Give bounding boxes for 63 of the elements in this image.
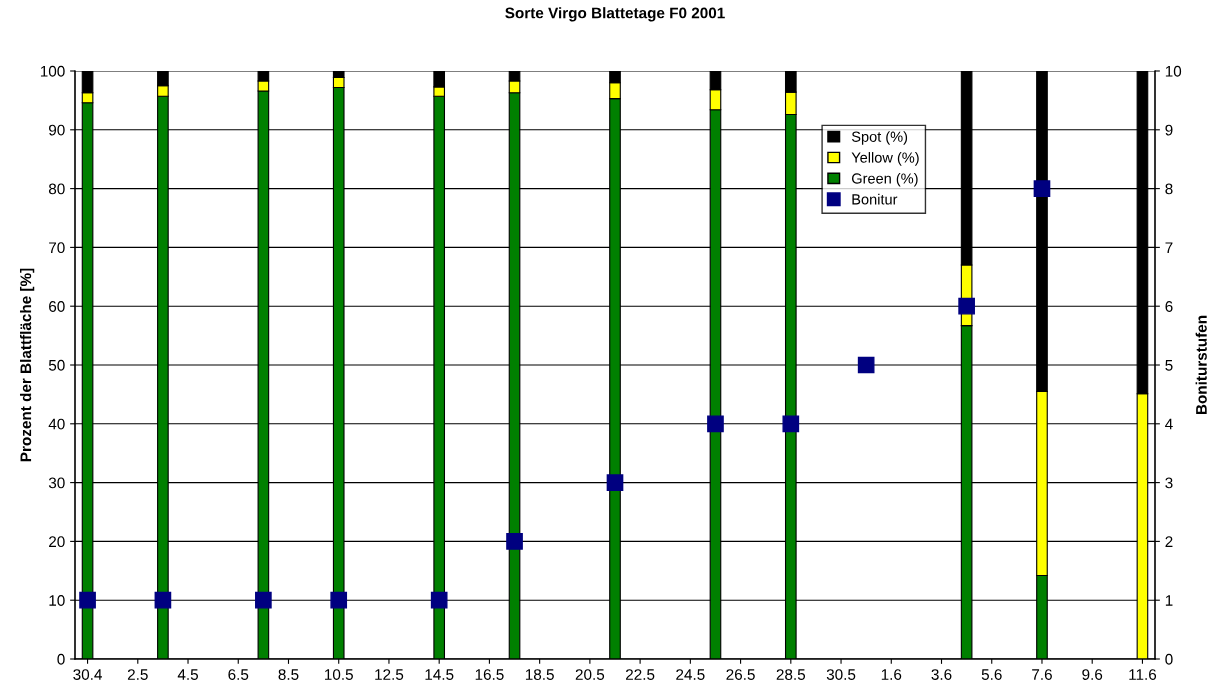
point	[606, 474, 624, 491]
x-tick-label: 7.6	[1032, 669, 1052, 680]
y-tick-label: 30	[48, 477, 65, 489]
x-tick-label: 11.6	[1129, 669, 1157, 680]
point	[782, 415, 800, 433]
y2-axis-title: Boniturstufen	[1195, 315, 1207, 415]
point	[958, 297, 975, 315]
x-tick-label: 30.5	[826, 669, 856, 680]
legend-label: Green (%)	[851, 172, 918, 187]
y-tick-label: 10	[49, 595, 65, 606]
y-tick-label: 50	[48, 359, 65, 371]
legend-label: Spot (%)	[851, 131, 908, 145]
point	[255, 591, 272, 609]
x-tick-label: 28.5	[776, 669, 806, 680]
y-axis-title: Prozent der Blattfläche [%]	[19, 268, 35, 462]
point	[430, 591, 448, 609]
x-tick-label: 26.5	[726, 669, 755, 680]
y-tick-label: 60	[49, 301, 65, 312]
x-tick-label: 9.6	[1082, 669, 1103, 680]
point	[506, 533, 523, 550]
y2-tick-label: 4	[1165, 418, 1173, 430]
y-tick-label: 90	[49, 124, 65, 136]
y2-tick-label: 2	[1165, 536, 1173, 547]
point	[154, 591, 172, 609]
y2-tick-label: 8	[1165, 183, 1173, 195]
legend-label: Bonitur	[852, 193, 898, 205]
x-tick-label: 20.5	[575, 669, 605, 680]
x-tick-label: 16.5	[475, 669, 504, 680]
x-tick-label: 1.6	[881, 669, 902, 680]
y2-tick-label: 6	[1165, 301, 1173, 312]
x-tick-label: 3.6	[931, 669, 952, 680]
y2-tick-label: 1	[1165, 595, 1173, 606]
x-tick-label: 12.5	[375, 669, 404, 680]
x-tick-label: 24.5	[676, 669, 705, 680]
x-tick-label: 10.5	[325, 669, 353, 680]
y2-tick-label: 10	[1165, 65, 1182, 77]
point	[79, 591, 96, 609]
x-tick-label: 2.5	[127, 669, 148, 680]
x-tick-label: 4.5	[177, 669, 198, 680]
x-tick-label: 30.4	[73, 669, 102, 680]
y-tick-label: 70	[49, 242, 65, 254]
x-tick-label: 18.5	[525, 669, 554, 680]
point	[857, 356, 875, 374]
y2-tick-label: 7	[1165, 242, 1173, 253]
x-tick-label: 8.5	[278, 669, 299, 680]
y-tick-label: 100	[40, 65, 65, 77]
y-tick-label: 0	[57, 653, 65, 665]
y-tick-label: 80	[48, 183, 65, 195]
x-tick-label: 5.6	[981, 669, 1002, 680]
chart-title: Sorte Virgo Blattetage F0 2001	[505, 7, 725, 22]
y-tick-label: 20	[49, 536, 65, 548]
legend-label: Yellow (%)	[851, 152, 919, 166]
y-tick-label: 40	[48, 418, 65, 430]
x-tick-label: 6.5	[228, 669, 249, 680]
point	[330, 591, 348, 609]
point	[1033, 180, 1051, 197]
point	[707, 415, 724, 433]
x-tick-label: 14.5	[425, 669, 454, 680]
y2-tick-label: 5	[1165, 360, 1173, 371]
y2-tick-label: 0	[1165, 653, 1173, 665]
x-tick-label: 22.5	[626, 669, 655, 680]
y2-tick-label: 3	[1165, 477, 1173, 489]
y2-tick-label: 9	[1165, 124, 1173, 136]
